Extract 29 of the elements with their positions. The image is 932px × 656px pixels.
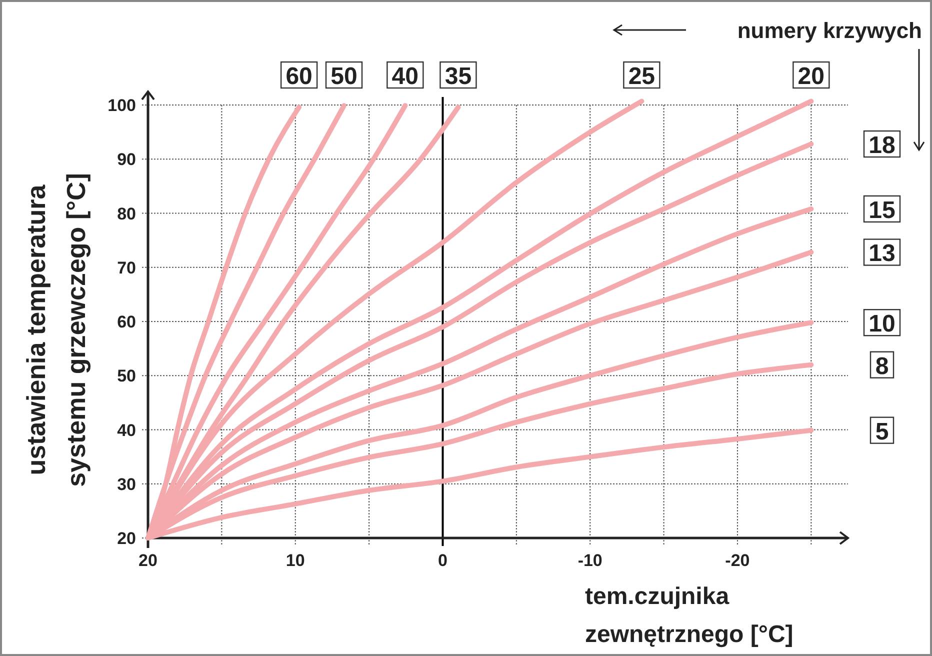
y-tick-label: 30 [117,474,136,494]
series-label: 20 [798,63,825,90]
series-label: 25 [628,63,656,90]
text: 5 [875,418,889,446]
y-tick-label: 100 [108,96,136,116]
x-tick-label: 20 [138,551,158,570]
text: 18 [868,132,896,159]
y-tick-label: 60 [117,312,136,332]
text: numery krzywych [737,18,922,43]
text: 13 [868,240,896,268]
text: 10 [868,310,896,338]
series-label: 60 [286,63,312,90]
y-tick-label: 70 [117,258,136,278]
text: 15 [868,196,896,224]
series-label: 35 [444,63,472,90]
x-tick-label: -20 [725,551,750,570]
x-tick-label: 10 [286,551,305,570]
x-tick-label: -10 [578,551,602,570]
series-label: 40 [392,63,419,90]
x-axis-title: tem.czujnika zewnętrznego [°C] [585,583,794,648]
text: 8 [875,352,889,380]
y-axis-title: ustawienia temperatura systemu grzewczego [°C] [21,173,91,487]
y-tick-label: 90 [117,150,136,170]
y-tick-label: 40 [117,420,136,440]
x-tick-label: 0 [438,551,448,570]
y-tick-label: 50 [117,366,136,386]
y-tick-label: 80 [117,204,136,224]
series-label: 50 [330,63,358,90]
y-tick-label: 20 [117,529,136,548]
